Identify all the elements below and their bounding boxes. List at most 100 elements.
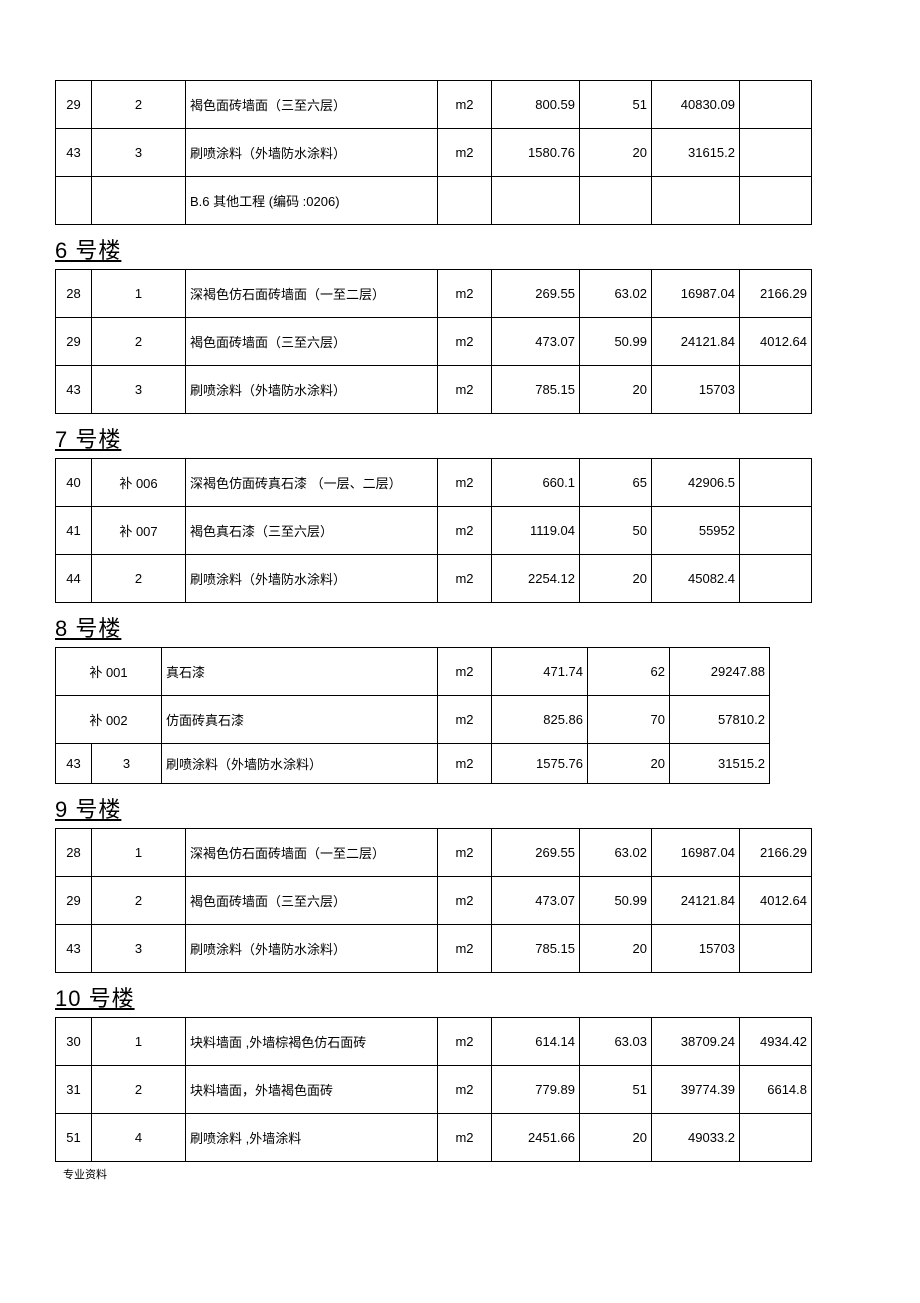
table-cell: 1 [92,1018,186,1066]
table-cell: 50 [580,507,652,555]
data-table: 40补 006深褐色仿面砖真石漆 （一层、二层）m2660.16542906.5… [55,458,812,603]
table-cell: 51 [580,1066,652,1114]
table-cell: 29 [56,81,92,129]
table-cell: 褐色真石漆（三至六层） [186,507,438,555]
table-cell: 2 [92,877,186,925]
table-cell: 49033.2 [652,1114,740,1162]
table-cell: m2 [438,507,492,555]
table-cell: 仿面砖真石漆 [162,696,438,744]
table-cell: 800.59 [492,81,580,129]
table-cell: 269.55 [492,270,580,318]
table-cell: 刷喷涂料 ,外墙涂料 [186,1114,438,1162]
table-cell: 补 001 [56,648,162,696]
section-heading: 10 号楼 [55,981,865,1013]
section-heading: 7 号楼 [55,422,865,454]
data-table: 281深褐色仿石面砖墙面（一至二层）m2269.5563.0216987.042… [55,828,812,973]
table-cell: 29 [56,877,92,925]
table-cell: m2 [438,366,492,414]
table-cell: 825.86 [492,696,588,744]
table-cell: m2 [438,318,492,366]
table-cell: m2 [438,696,492,744]
table-cell [740,507,812,555]
table-cell: 刷喷涂料（外墙防水涂料） [186,129,438,177]
table-cell: 真石漆 [162,648,438,696]
table-cell: B.6 其他工程 (编码 :0206) [186,177,438,225]
table-cell: 4012.64 [740,318,812,366]
table-cell [652,177,740,225]
table-cell: 16987.04 [652,829,740,877]
table-cell [740,177,812,225]
table-cell: 刷喷涂料（外墙防水涂料） [186,555,438,603]
table-row: 312块料墙面，外墙褐色面砖m2779.895139774.396614.8 [56,1066,812,1114]
table-row: 433刷喷涂料（外墙防水涂料）m2785.152015703 [56,366,812,414]
table-cell: 31515.2 [670,744,770,784]
table-cell: 1 [92,829,186,877]
table-cell: m2 [438,648,492,696]
table-cell: 3 [92,925,186,973]
table-cell: 43 [56,366,92,414]
table-cell: 28 [56,270,92,318]
table-row: 41补 007褐色真石漆（三至六层）m21119.045055952 [56,507,812,555]
table-row: 433刷喷涂料（外墙防水涂料）m21580.762031615.2 [56,129,812,177]
table-cell: 20 [588,744,670,784]
table-cell: 褐色面砖墙面（三至六层） [186,81,438,129]
table-cell [438,177,492,225]
table-cell: 20 [580,366,652,414]
table-cell: 65 [580,459,652,507]
table-cell: 45082.4 [652,555,740,603]
table-row: 292褐色面砖墙面（三至六层）m2473.0750.9924121.844012… [56,877,812,925]
table-cell [92,177,186,225]
table-row: 292褐色面砖墙面（三至六层）m2473.0750.9924121.844012… [56,318,812,366]
table-cell: m2 [438,81,492,129]
table-cell: 38709.24 [652,1018,740,1066]
table-row: 292褐色面砖墙面（三至六层）m2800.595140830.09 [56,81,812,129]
table-cell: 41 [56,507,92,555]
table-cell: 39774.39 [652,1066,740,1114]
table-cell: 1580.76 [492,129,580,177]
table-cell: m2 [438,459,492,507]
table-cell: 62 [588,648,670,696]
table-cell: 63.02 [580,829,652,877]
table-cell: 63.03 [580,1018,652,1066]
table-cell: 3 [92,744,162,784]
table-cell: 2 [92,555,186,603]
table-row: 514刷喷涂料 ,外墙涂料m22451.662049033.2 [56,1114,812,1162]
table-cell: 63.02 [580,270,652,318]
table-cell: 16987.04 [652,270,740,318]
table-row: 281深褐色仿石面砖墙面（一至二层）m2269.5563.0216987.042… [56,270,812,318]
table-cell: 24121.84 [652,318,740,366]
table-cell [740,366,812,414]
table-cell: 补 006 [92,459,186,507]
data-table: 补 001真石漆m2471.746229247.88补 002仿面砖真石漆m28… [55,647,770,784]
table-cell [56,177,92,225]
table-cell: m2 [438,877,492,925]
table-cell: 43 [56,744,92,784]
table-cell: 20 [580,129,652,177]
table-cell: m2 [438,744,492,784]
table-cell: 3 [92,129,186,177]
table-cell: 43 [56,925,92,973]
table-cell: 刷喷涂料（外墙防水涂料） [186,366,438,414]
table-cell: 6614.8 [740,1066,812,1114]
top-table: 292褐色面砖墙面（三至六层）m2800.595140830.09433刷喷涂料… [55,80,812,225]
table-cell: 20 [580,555,652,603]
table-cell: 51 [580,81,652,129]
table-cell: 4012.64 [740,877,812,925]
table-cell: 614.14 [492,1018,580,1066]
table-cell: 刷喷涂料（外墙防水涂料） [186,925,438,973]
table-cell: 471.74 [492,648,588,696]
table-cell: 29247.88 [670,648,770,696]
table-cell: 块料墙面 ,外墙棕褐色仿石面砖 [186,1018,438,1066]
table-cell: 1119.04 [492,507,580,555]
table-cell: 褐色面砖墙面（三至六层） [186,877,438,925]
table-cell [740,1114,812,1162]
table-cell: 51 [56,1114,92,1162]
table-cell: 块料墙面，外墙褐色面砖 [186,1066,438,1114]
table-cell: 20 [580,1114,652,1162]
table-cell: 深褐色仿面砖真石漆 （一层、二层） [186,459,438,507]
table-cell: 44 [56,555,92,603]
table-cell: 473.07 [492,877,580,925]
table-row: 补 001真石漆m2471.746229247.88 [56,648,770,696]
table-cell: 1575.76 [492,744,588,784]
table-cell: 31615.2 [652,129,740,177]
